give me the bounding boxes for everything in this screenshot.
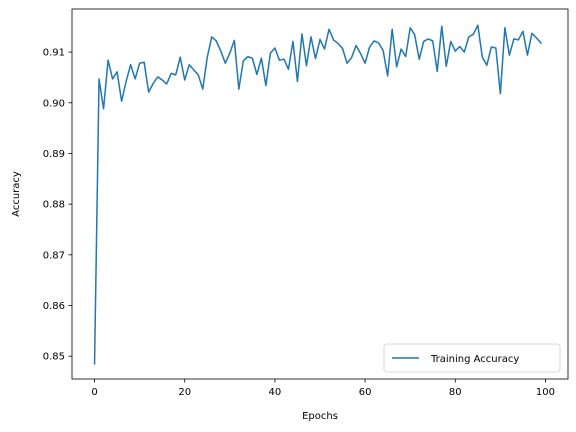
- y-tick-label: 0.89: [43, 149, 65, 160]
- x-axis-ticks: 0 20 40 60 80 100: [91, 379, 555, 398]
- legend-label-training-accuracy: Training Accuracy: [430, 354, 519, 365]
- training-accuracy-line: [93, 24, 543, 365]
- legend-box: [383, 343, 561, 373]
- y-axis-ticks: 0.85 0.86 0.87 0.88 0.89 0.90 0.91: [43, 48, 72, 363]
- y-tick-label: 0.90: [43, 98, 65, 109]
- y-tick-label: 0.86: [43, 301, 65, 312]
- y-tick-label: 0.91: [43, 48, 65, 59]
- x-tick-label: 20: [178, 387, 191, 398]
- plot-area: [93, 24, 543, 365]
- x-axis-label: Epochs: [302, 411, 338, 422]
- y-tick-label: 0.87: [43, 250, 65, 261]
- legend: Training Accuracy: [383, 343, 561, 373]
- x-tick-label: 80: [449, 387, 462, 398]
- x-tick-label: 60: [359, 387, 372, 398]
- y-tick-label: 0.88: [43, 200, 65, 211]
- x-tick-label: 0: [91, 387, 97, 398]
- y-tick-label: 0.85: [43, 352, 65, 363]
- x-tick-label: 100: [536, 387, 555, 398]
- x-tick-label: 40: [269, 387, 282, 398]
- axes-frame: [71, 8, 569, 380]
- y-axis-label: Accuracy: [11, 171, 22, 217]
